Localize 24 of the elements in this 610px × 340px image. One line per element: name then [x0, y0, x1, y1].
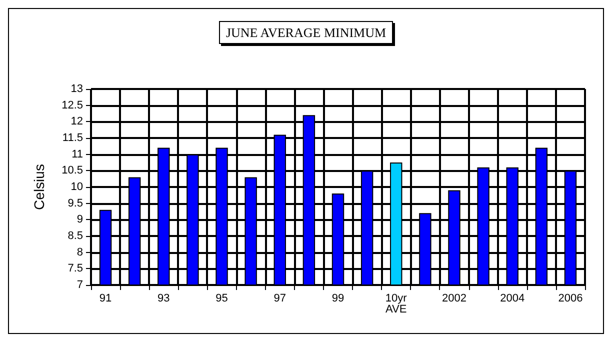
y-tick-label: 12.5 [62, 99, 83, 112]
chart-title: JUNE AVERAGE MINIMUM [226, 25, 386, 40]
y-tick-label: 12 [70, 116, 83, 128]
y-tick-label: 11 [72, 148, 83, 160]
y-tick-label: 11.5 [62, 132, 83, 144]
x-tick-label: 2004 [500, 292, 525, 304]
y-tick-label: 13 [70, 83, 83, 95]
x-tick-label: 2002 [442, 292, 466, 304]
y-tick-label: 7.5 [68, 262, 83, 275]
x-tick-label: 93 [158, 292, 170, 304]
y-axis-title: Celsius [31, 164, 47, 210]
x-tick-label: 97 [274, 292, 286, 304]
y-tick-label: 7 [76, 279, 83, 291]
y-tick-label: 10 [70, 181, 83, 193]
x-tick-label: 2006 [558, 292, 583, 304]
x-tick-label: 10yr AVE [385, 292, 408, 316]
x-tick-label: 99 [332, 292, 344, 304]
y-tick-label: 8 [76, 246, 83, 258]
y-tick-label: 10.5 [62, 164, 83, 177]
y-tick-label: 9 [76, 214, 83, 226]
y-tick-label: 8.5 [68, 230, 83, 242]
x-tick-label: 91 [99, 292, 112, 304]
x-tick-label: 95 [216, 292, 228, 304]
y-tick-label: 9.5 [68, 197, 83, 210]
